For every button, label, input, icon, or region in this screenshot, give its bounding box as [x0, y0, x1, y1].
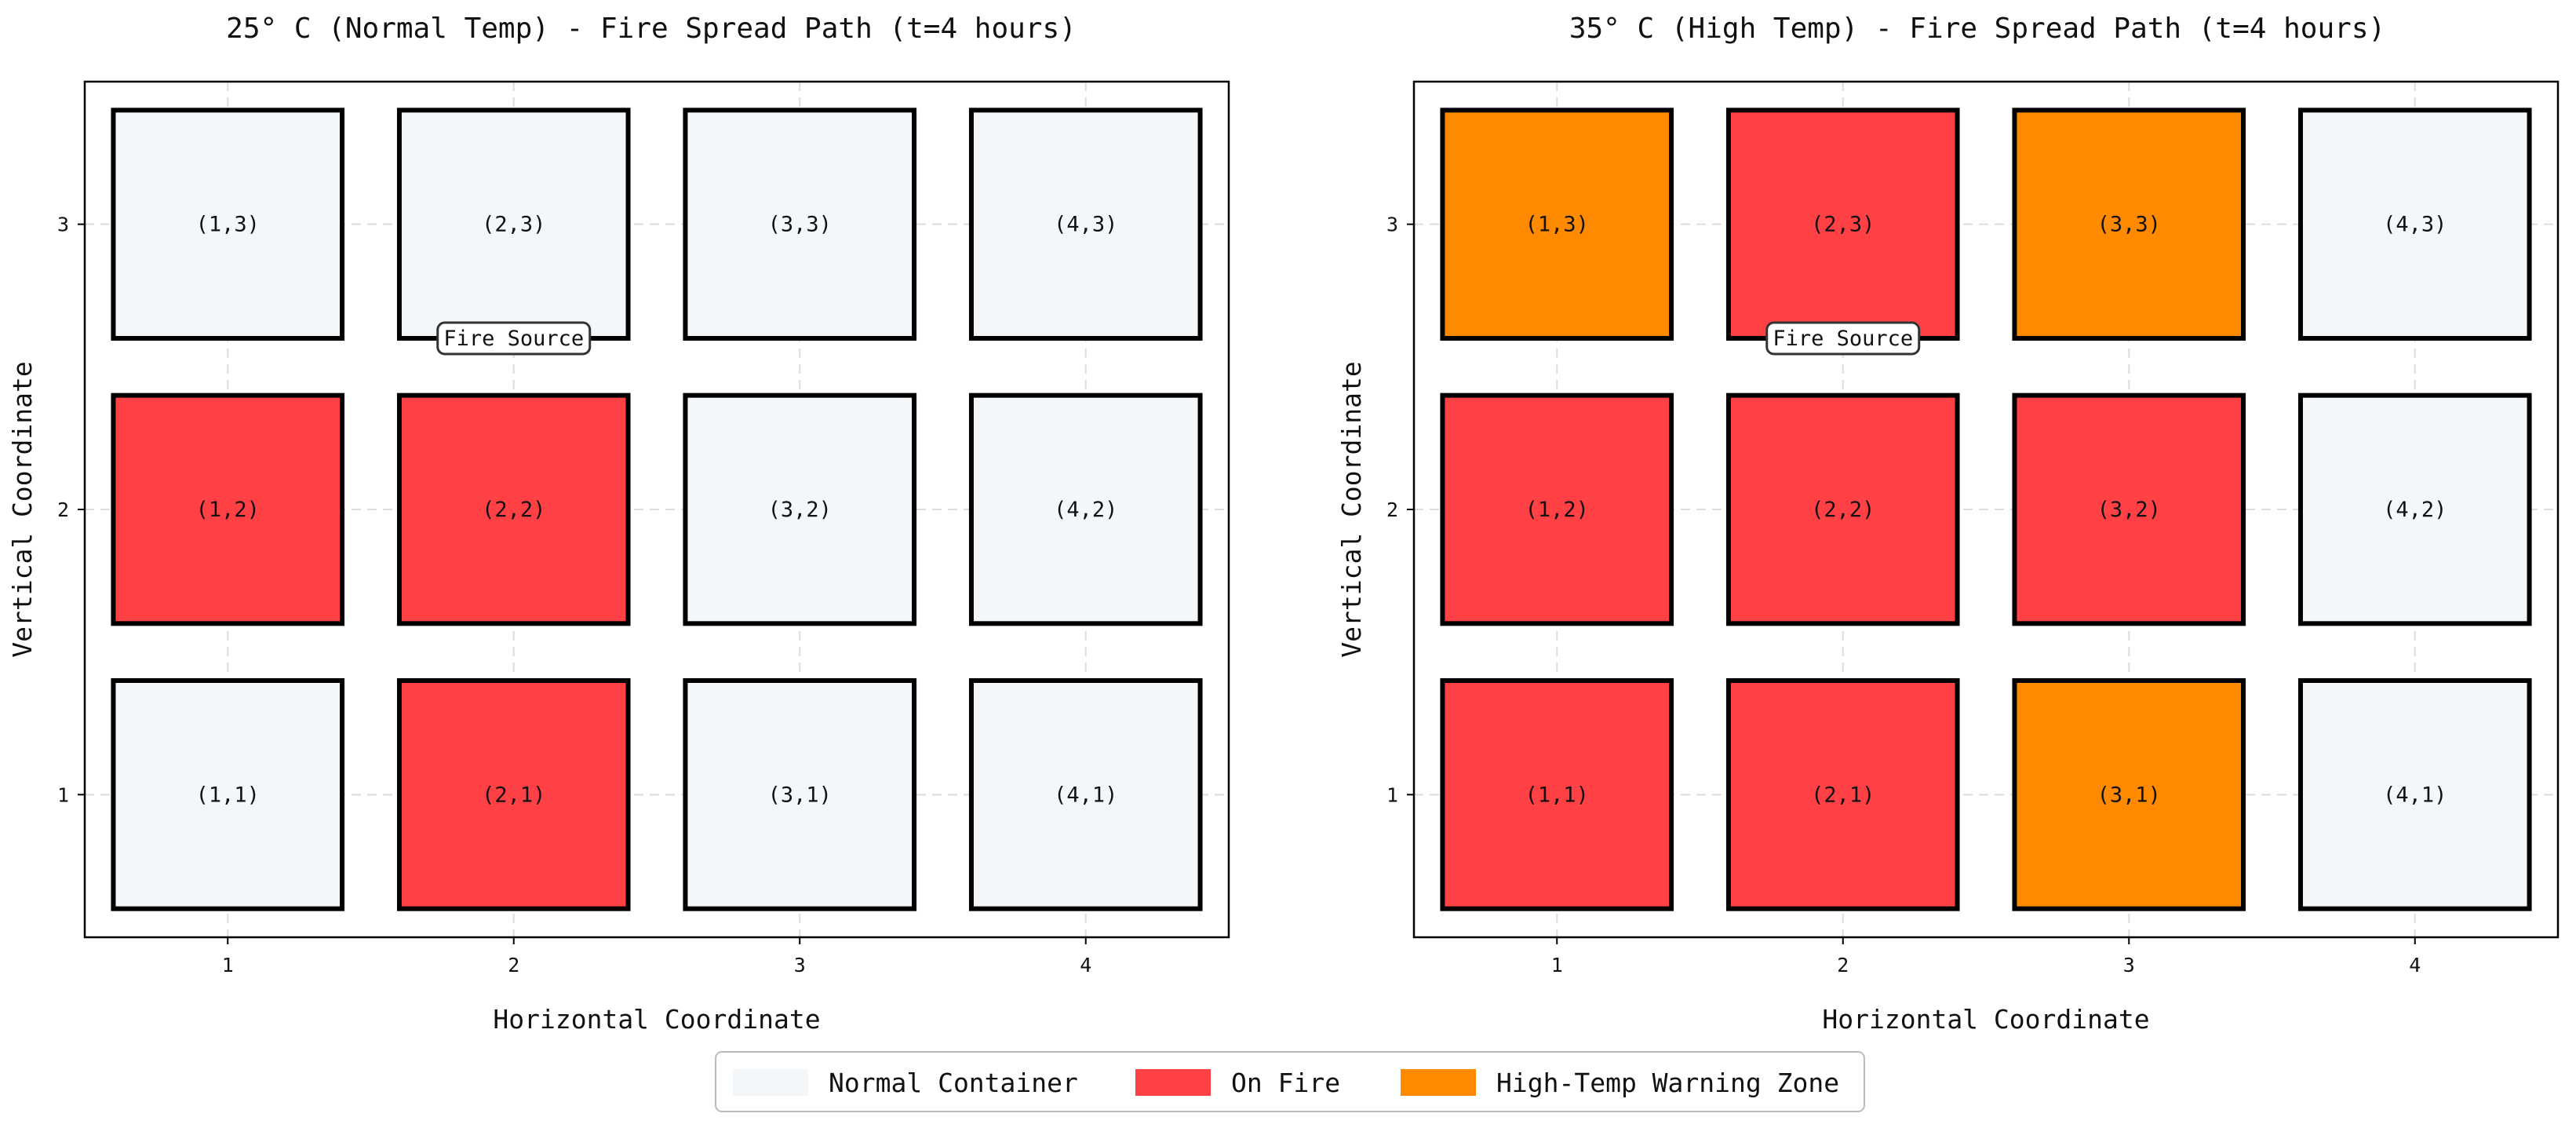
x-axis-label: Horizontal Coordinate [1822, 1004, 2149, 1035]
chart-title: 35° C (High Temp) - Fire Spread Path (t=… [1569, 13, 2385, 45]
cell-label: (1,3) [196, 213, 260, 237]
x-tick-label: 2 [508, 954, 519, 977]
y-tick-label: 2 [57, 498, 69, 521]
container-cell [1725, 392, 1960, 626]
x-tick-label: 3 [794, 954, 806, 977]
cell-label: (3,2) [2097, 498, 2161, 522]
container-cell [968, 108, 1203, 341]
chart-panel-1: (1,3) (2,3) (3,3) (4,3) (1,2) (2,2) (3,2) (4,2)… [7, 13, 1230, 1035]
container-cell [683, 108, 917, 341]
container-cell [2297, 392, 2532, 626]
container-cell [968, 678, 1203, 911]
container-cell [1440, 678, 1674, 911]
x-tick-label: 4 [1080, 954, 1091, 977]
cell-label: (4,3) [2383, 213, 2447, 237]
container-cell [396, 108, 631, 341]
container-cell [396, 678, 631, 911]
fire-source-box [436, 321, 592, 356]
container-cell [396, 392, 631, 626]
x-tick-label: 1 [222, 954, 234, 977]
legend-box [715, 1051, 1865, 1112]
container-cell [968, 392, 1203, 626]
x-tick-label: 2 [1837, 954, 1849, 977]
container-cell [1725, 108, 1960, 341]
fire-source-box [1765, 321, 1921, 356]
cell-label: (4,3) [1054, 213, 1117, 237]
cell-label: (2,2) [482, 498, 545, 522]
container-cell [111, 108, 345, 341]
y-tick-label: 1 [57, 783, 69, 806]
cell-label: (2,3) [482, 213, 545, 237]
cell-label: (2,1) [482, 783, 545, 807]
container-cell [1725, 678, 1960, 911]
container-cell [1440, 108, 1674, 341]
legend-swatch-warning [1401, 1069, 1476, 1096]
cell-label: (1,1) [196, 783, 260, 807]
cell-label: (1,3) [1525, 213, 1589, 237]
cell-label: (4,1) [2383, 783, 2447, 807]
container-cell [2297, 108, 2532, 341]
x-tick-label: 4 [2409, 954, 2421, 977]
x-tick-label: 3 [2123, 954, 2135, 977]
container-cell [111, 392, 345, 626]
x-axis-label: Horizontal Coordinate [493, 1004, 820, 1035]
container-cell [683, 392, 917, 626]
cell-label: (3,3) [2097, 213, 2161, 237]
cell-label: (1,1) [1525, 783, 1589, 807]
legend: Normal Container On Fire High-Temp Warning… [715, 1051, 1865, 1112]
container-cell [2297, 678, 2532, 911]
cell-label: (3,2) [768, 498, 832, 522]
container-cell [111, 678, 345, 911]
cell-label: (1,2) [1525, 498, 1589, 522]
y-tick-label: 2 [1386, 498, 1398, 521]
y-tick-label: 3 [1386, 214, 1398, 236]
cell-label: (3,1) [768, 783, 832, 807]
cell-label: (3,1) [2097, 783, 2161, 807]
cell-label: (4,2) [2383, 498, 2447, 522]
fire-source-label: Fire Source [1773, 327, 1913, 351]
cell-label: (2,1) [1811, 783, 1875, 807]
cell-label: (4,1) [1054, 783, 1117, 807]
cell-label: (4,2) [1054, 498, 1117, 522]
legend-label: On Fire [1231, 1068, 1340, 1098]
container-cell [2012, 108, 2246, 341]
cell-label: (1,2) [196, 498, 260, 522]
legend-swatch-fire [1135, 1069, 1211, 1096]
fire-source-label: Fire Source [443, 327, 584, 351]
y-axis-label: Vertical Coordinate [1336, 361, 1367, 658]
y-axis-label: Vertical Coordinate [7, 361, 38, 658]
container-cell [1440, 392, 1674, 626]
legend-label: High-Temp Warning Zone [1496, 1068, 1839, 1098]
container-cell [2012, 392, 2246, 626]
container-cell [2012, 678, 2246, 911]
legend-swatch-normal [733, 1069, 808, 1096]
y-tick-label: 3 [57, 214, 69, 236]
container-cell [683, 678, 917, 911]
cell-label: (2,3) [1811, 213, 1875, 237]
cell-label: (3,3) [768, 213, 832, 237]
cell-label: (2,2) [1811, 498, 1875, 522]
legend-label: Normal Container [829, 1068, 1078, 1098]
chart-title: 25° C (Normal Temp) - Fire Spread Path (… [226, 13, 1077, 45]
y-tick-label: 1 [1386, 783, 1398, 806]
chart-panel-2: (1,3) (2,3) (3,3) (4,3) (1,2) (2,2) (3,2) (4,2)… [1336, 13, 2560, 1035]
x-tick-label: 1 [1551, 954, 1563, 977]
